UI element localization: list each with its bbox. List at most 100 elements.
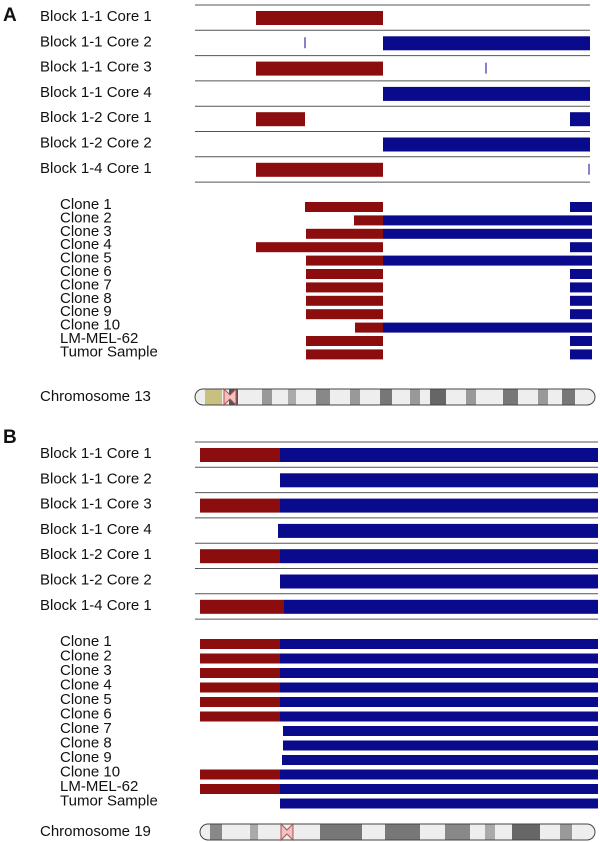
loss-segment	[306, 282, 383, 293]
sample-label: Block 1-4 Core 1	[40, 160, 152, 177]
loss-segment	[200, 599, 284, 614]
gain-segment	[570, 336, 592, 346]
clone-label: LM-MEL-62	[60, 330, 138, 347]
loss-segment	[200, 639, 280, 649]
gain-segment	[280, 639, 598, 649]
loss-segment	[200, 697, 280, 707]
gain-segment	[280, 473, 598, 488]
clone-label: Clone 6	[60, 705, 112, 722]
ideogram-band	[380, 389, 392, 405]
clone-label: Clone 3	[60, 223, 112, 240]
loss-segment	[306, 309, 383, 320]
sample-label: Block 1-1 Core 4	[40, 84, 152, 101]
loss-segment	[256, 112, 305, 127]
gain-segment	[280, 653, 598, 664]
ideogram-band	[512, 824, 540, 840]
sample-label: Block 1-2 Core 2	[40, 134, 152, 151]
clone-label: Clone 4	[60, 676, 112, 693]
sample-label: Block 1-1 Core 4	[40, 521, 152, 538]
clone-label: Tumor Sample	[60, 343, 158, 360]
gain-segment	[570, 269, 592, 279]
loss-segment	[200, 784, 280, 794]
loss-segment	[306, 269, 383, 279]
ideogram-band	[210, 824, 222, 840]
loss-segment	[200, 769, 280, 780]
ideogram-band	[385, 824, 420, 840]
sample-label: Block 1-1 Core 1	[40, 8, 152, 25]
gain-segment	[280, 668, 598, 678]
loss-segment	[256, 61, 383, 76]
panel-letter: B	[3, 427, 17, 448]
gain-segment	[383, 137, 590, 152]
gain-segment	[383, 228, 592, 239]
ideogram-band	[410, 389, 420, 405]
clone-label: Tumor Sample	[60, 792, 158, 809]
sample-label: Block 1-1 Core 3	[40, 496, 152, 513]
panel-letter: A	[3, 5, 17, 26]
ideogram-band	[562, 389, 575, 405]
sample-label: Block 1-2 Core 2	[40, 571, 152, 588]
ideogram	[194, 388, 596, 406]
sample-label: Block 1-1 Core 2	[40, 470, 152, 487]
ideogram-band	[538, 389, 548, 405]
gain-segment	[280, 798, 598, 809]
loss-segment	[200, 668, 280, 678]
gain-segment	[280, 697, 598, 707]
gain-segment	[570, 242, 592, 253]
gain-segment	[283, 726, 598, 736]
chromosome-label: Chromosome 19	[40, 823, 151, 840]
clone-label: Clone 1	[60, 196, 112, 213]
gain-segment	[280, 711, 598, 722]
clone-label: Clone 10	[60, 763, 120, 780]
gain-segment	[280, 549, 598, 564]
loss-segment	[200, 448, 280, 462]
clone-label: Clone 9	[60, 749, 112, 766]
clone-label: Clone 1	[60, 633, 112, 650]
clone-label: Clone 2	[60, 647, 112, 664]
gain-segment	[284, 599, 598, 614]
loss-segment	[200, 711, 280, 722]
loss-segment	[256, 242, 383, 253]
loss-segment	[200, 498, 280, 513]
clone-label: Clone 4	[60, 236, 112, 253]
sample-label: Block 1-2 Core 1	[40, 109, 152, 126]
loss-segment	[306, 336, 383, 346]
ideogram-band	[485, 824, 495, 840]
ideogram-band	[445, 824, 470, 840]
gain-segment	[283, 740, 598, 751]
centromere	[223, 387, 237, 407]
ideogram-band	[430, 389, 446, 405]
clone-label: Clone 5	[60, 250, 112, 267]
ideogram-band	[288, 389, 296, 405]
gain-segment	[570, 282, 592, 293]
gain-segment	[570, 112, 590, 127]
clone-label: Clone 8	[60, 290, 112, 307]
gain-segment	[570, 349, 592, 360]
clone-label: Clone 8	[60, 734, 112, 751]
ideogram-band	[503, 389, 518, 405]
clone-label: LM-MEL-62	[60, 778, 138, 795]
ideogram-band	[316, 389, 330, 405]
ideogram-band	[320, 824, 362, 840]
gain-segment	[280, 769, 598, 780]
loss-segment	[200, 549, 280, 564]
gain-segment	[280, 498, 598, 513]
ideogram-band	[205, 389, 222, 405]
loss-segment	[256, 11, 383, 25]
clone-label: Clone 9	[60, 303, 112, 320]
sample-label: Block 1-1 Core 1	[40, 445, 152, 462]
gain-segment	[570, 202, 592, 212]
gain-segment	[280, 784, 598, 794]
clone-label: Clone 3	[60, 662, 112, 679]
centromere	[280, 822, 294, 842]
gain-segment	[570, 295, 592, 306]
gain-segment	[280, 574, 598, 589]
sample-label: Block 1-2 Core 1	[40, 546, 152, 563]
clone-label: Clone 10	[60, 317, 120, 334]
sample-label: Block 1-1 Core 2	[40, 33, 152, 50]
sample-label: Block 1-1 Core 3	[40, 59, 152, 76]
loss-segment	[355, 322, 383, 333]
loss-segment	[306, 228, 383, 239]
gain-segment	[383, 86, 590, 101]
